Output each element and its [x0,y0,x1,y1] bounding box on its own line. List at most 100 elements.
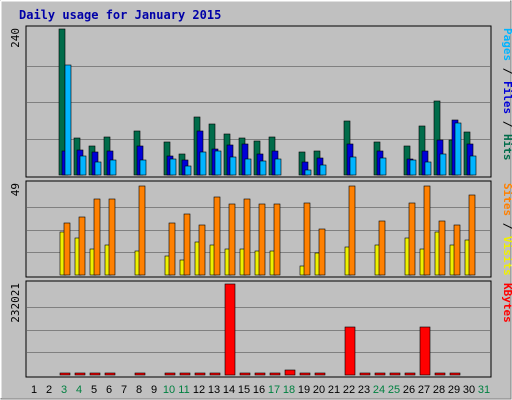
day-label: 17 [268,384,280,396]
panel-hits-files-pages: 240 Pages / Files / Hits [9,25,512,178]
day-label: 14 [223,384,235,396]
pages-bar-day-30 [469,155,477,176]
day-label: 20 [313,384,325,396]
kbytes-bar-day-13 [209,372,221,376]
day-label: 27 [418,384,430,396]
sites-bar-day-12 [198,224,206,276]
right-series-label: KBytes [501,283,512,323]
day-label: 15 [238,384,250,396]
day-label: 1 [31,384,37,396]
pages-bar-day-10 [169,158,177,176]
sites-bar-day-13 [213,196,221,276]
day-label: 10 [163,384,175,396]
sites-bar-day-3 [63,222,71,276]
sites-bar-day-22 [348,185,356,276]
day-label: 8 [136,384,142,396]
kbytes-bar-day-15 [239,372,251,376]
day-label: 12 [193,384,205,396]
day-label: 23 [358,384,370,396]
day-label: 7 [121,384,127,396]
kbytes-bar-day-3 [59,372,71,376]
series-name: / [501,114,512,134]
kbytes-bar-day-11 [179,372,191,376]
kbytes-bar-day-6 [104,372,116,376]
sites-bar-day-26 [408,202,416,276]
day-label: 21 [328,384,340,396]
sites-bar-day-4 [78,216,86,276]
kbytes-bar-day-25 [389,372,401,376]
sites-bar-day-15 [243,198,251,276]
day-label: 2 [46,384,52,396]
kbytes-bar-day-26 [404,372,416,376]
pages-bar-day-15 [244,158,252,176]
kbytes-bar-day-20 [314,372,326,376]
sites-bar-day-24 [378,220,386,276]
kbytes-bar-day-17 [269,372,281,376]
pages-bar-day-27 [424,161,432,176]
pages-bar-day-11 [184,165,192,176]
pages-bar-day-3 [64,64,72,176]
right-series-label: Sites / Visits [501,183,512,276]
day-label: 30 [463,384,475,396]
pages-bar-day-13 [214,150,222,176]
kbytes-bar-day-28 [434,372,446,376]
pages-bar-day-19 [304,169,312,176]
sites-bar-day-28 [438,220,446,276]
kbytes-bar-day-29 [449,372,461,376]
kbytes-bar-day-14 [224,283,236,376]
pages-bar-day-26 [409,159,417,176]
panel-frame [25,280,492,378]
day-label: 28 [433,384,445,396]
pages-bar-day-17 [274,158,282,176]
sites-bar-day-5 [93,198,101,276]
kbytes-bar-day-22 [344,326,356,376]
series-name: / [501,216,512,236]
sites-bar-day-29 [453,224,461,276]
day-label: 24 [373,384,385,396]
day-label: 6 [106,384,112,396]
day-label: 3 [61,384,67,396]
y-axis-max-label: 49 [9,183,22,196]
sites-bar-day-17 [273,203,281,276]
day-label: 4 [76,384,82,396]
series-name: Hits [501,134,512,161]
day-label: 26 [403,384,415,396]
pages-bar-day-4 [79,155,87,176]
pages-bar-day-28 [439,153,447,176]
kbytes-bar-day-16 [254,372,266,376]
pages-bar-day-16 [259,160,267,176]
kbytes-bar-day-12 [194,372,206,376]
series-name: KBytes [501,283,512,323]
pages-bar-day-5 [94,161,102,176]
series-name: Visits [501,236,512,276]
day-label: 22 [343,384,355,396]
series-name: / [501,61,512,81]
pages-bar-day-6 [109,159,117,176]
x-axis-day-labels: 1 2 3 4 5 6 7 8 9 10 11 12 13 14 15 16 17 18 19 20 21 22 23 24 2… [31,384,490,396]
day-label: 29 [448,384,460,396]
day-label: 18 [283,384,295,396]
pages-bar-day-20 [319,164,327,176]
series-name: Pages [501,28,512,61]
right-series-label: Pages / Files / Hits [501,28,512,161]
pages-bar-day-8 [139,159,147,176]
pages-bar-day-22 [349,156,357,176]
sites-bar-day-6 [108,198,116,276]
series-name: Files [501,81,512,114]
panels-layer: 240 Pages / Files / Hits 49 Sites / Visits 2… [9,25,512,378]
pages-bar-day-14 [229,156,237,176]
sites-bar-day-20 [318,228,326,276]
kbytes-bar-day-5 [89,372,101,376]
panel-visits-sites: 49 Sites / Visits [9,180,512,278]
pages-bar-day-29 [454,122,462,176]
kbytes-bar-day-10 [164,372,176,376]
kbytes-bar-day-18 [284,369,296,376]
sites-bar-day-19 [303,202,311,276]
chart-title: Daily usage for January 2015 [19,8,221,22]
sites-bar-day-27 [423,185,431,276]
sites-bar-day-14 [228,203,236,276]
y-axis-max-label: 240 [9,28,22,48]
series-name: Sites [501,183,512,216]
